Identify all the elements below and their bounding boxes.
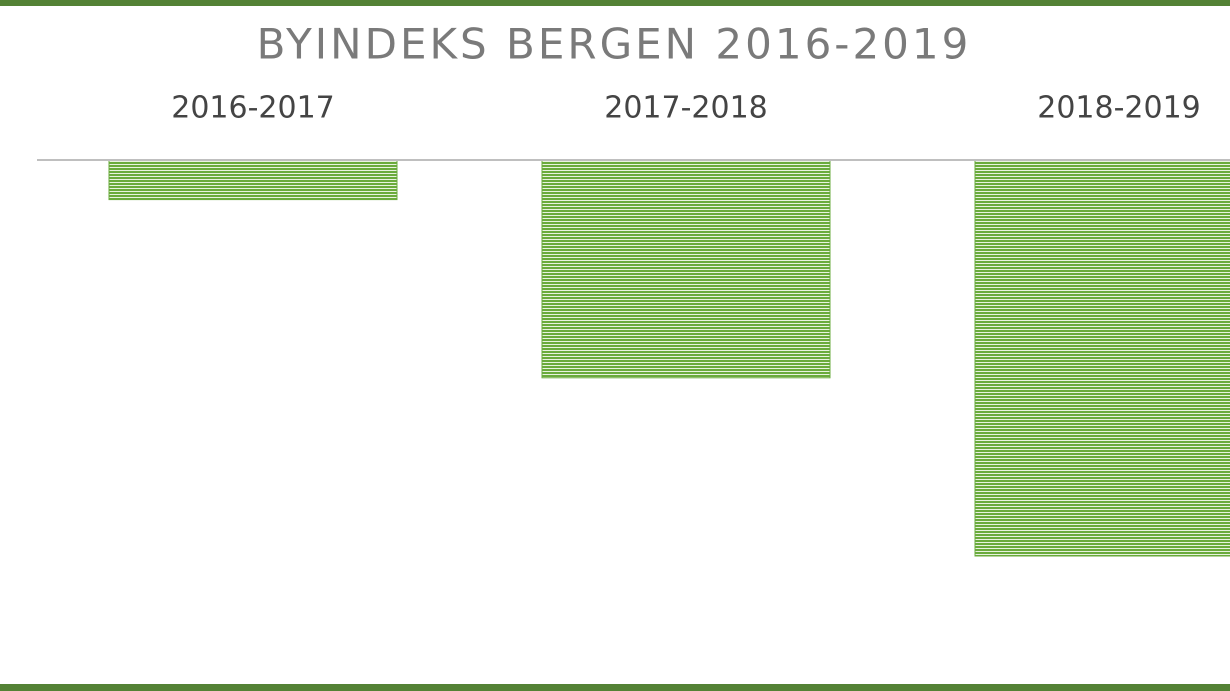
top-band	[0, 0, 1230, 6]
bar	[108, 159, 398, 201]
category-label: 2016-2017	[171, 91, 335, 126]
category-label: 2017-2018	[604, 91, 768, 126]
chart-title: BYINDEKS BERGEN 2016-2019	[257, 20, 972, 69]
bottom-band	[0, 684, 1230, 691]
category-label: 2018-2019	[1037, 91, 1201, 126]
bar	[541, 159, 831, 379]
bar	[974, 159, 1230, 557]
